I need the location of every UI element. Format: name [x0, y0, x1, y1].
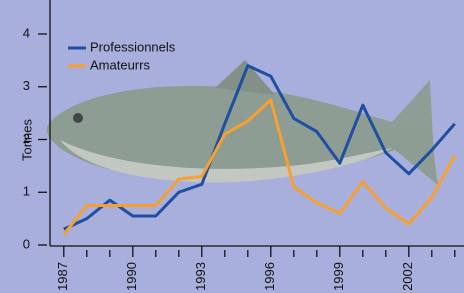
x-tick-label: 1996 [262, 262, 277, 291]
x-tick-label: 1993 [193, 262, 208, 291]
y-tick-label: 3 [23, 78, 30, 93]
x-tick-label: 1999 [331, 262, 346, 291]
y-tick-label: 0 [23, 236, 30, 251]
legend-label: Amateurrs [90, 57, 150, 72]
y-tick-label: 4 [23, 25, 30, 40]
y-tick-label: 1 [23, 184, 30, 199]
x-tick-label: 1990 [124, 262, 139, 291]
x-tick-label: 2002 [400, 262, 415, 291]
x-tick-label: 1987 [55, 262, 70, 291]
y-tick-label: 2 [23, 131, 30, 146]
chart: Tonnes 01234198719901993199619992002Prof… [0, 0, 464, 293]
legend-label: Professionnels [90, 39, 176, 54]
